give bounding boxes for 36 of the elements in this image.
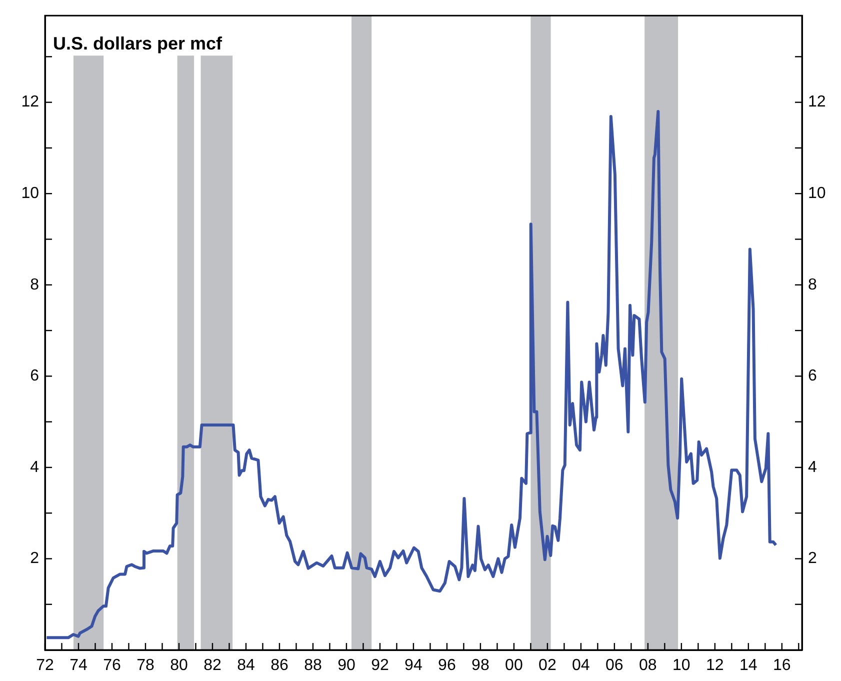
- y-tick-label: 12: [21, 94, 40, 111]
- x-tick-label: 00: [505, 657, 523, 674]
- y-tick-label: 8: [30, 276, 40, 294]
- x-tick-label: 72: [36, 657, 54, 674]
- y-tick-label: 6: [30, 368, 40, 385]
- x-tick-label: 98: [472, 657, 490, 674]
- y-tick-label: 10: [21, 185, 40, 202]
- x-tick-label: 86: [270, 657, 288, 674]
- x-tick-label: 76: [103, 657, 121, 674]
- x-tick-label: 14: [740, 657, 758, 674]
- x-tick-label: 90: [338, 657, 356, 674]
- text: U.S. dollars per mcf: [53, 34, 224, 54]
- x-tick-label: 80: [170, 657, 188, 674]
- x-tick-label: 06: [606, 657, 624, 674]
- x-tick-label: 88: [304, 657, 322, 674]
- x-tick-label: 82: [204, 657, 222, 674]
- y-tick-label: 4: [30, 458, 40, 476]
- x-tick-label: 04: [572, 657, 590, 674]
- x-tick-label: 84: [237, 657, 255, 674]
- y2-tick-label: 4: [808, 458, 817, 476]
- x-tick-label: 94: [404, 657, 422, 674]
- y2-tick-label: 6: [808, 368, 817, 385]
- y-tick-label: 2: [30, 550, 40, 568]
- x-tick-label: 92: [371, 657, 389, 674]
- x-tick-label: 78: [136, 657, 154, 674]
- x-tick-label: 74: [70, 657, 88, 674]
- y2-tick-label: 2: [808, 550, 817, 568]
- x-tick-label: 16: [773, 657, 791, 674]
- y2-tick-label: 12: [808, 94, 826, 111]
- x-tick-label: 10: [672, 657, 690, 674]
- y2-tick-label: 10: [808, 185, 826, 202]
- x-tick-label: 02: [538, 657, 556, 674]
- y2-tick-label: 8: [808, 276, 817, 294]
- x-tick-label: 12: [706, 657, 724, 674]
- x-tick-label: 08: [639, 657, 657, 674]
- x-tick-label: 96: [438, 657, 456, 674]
